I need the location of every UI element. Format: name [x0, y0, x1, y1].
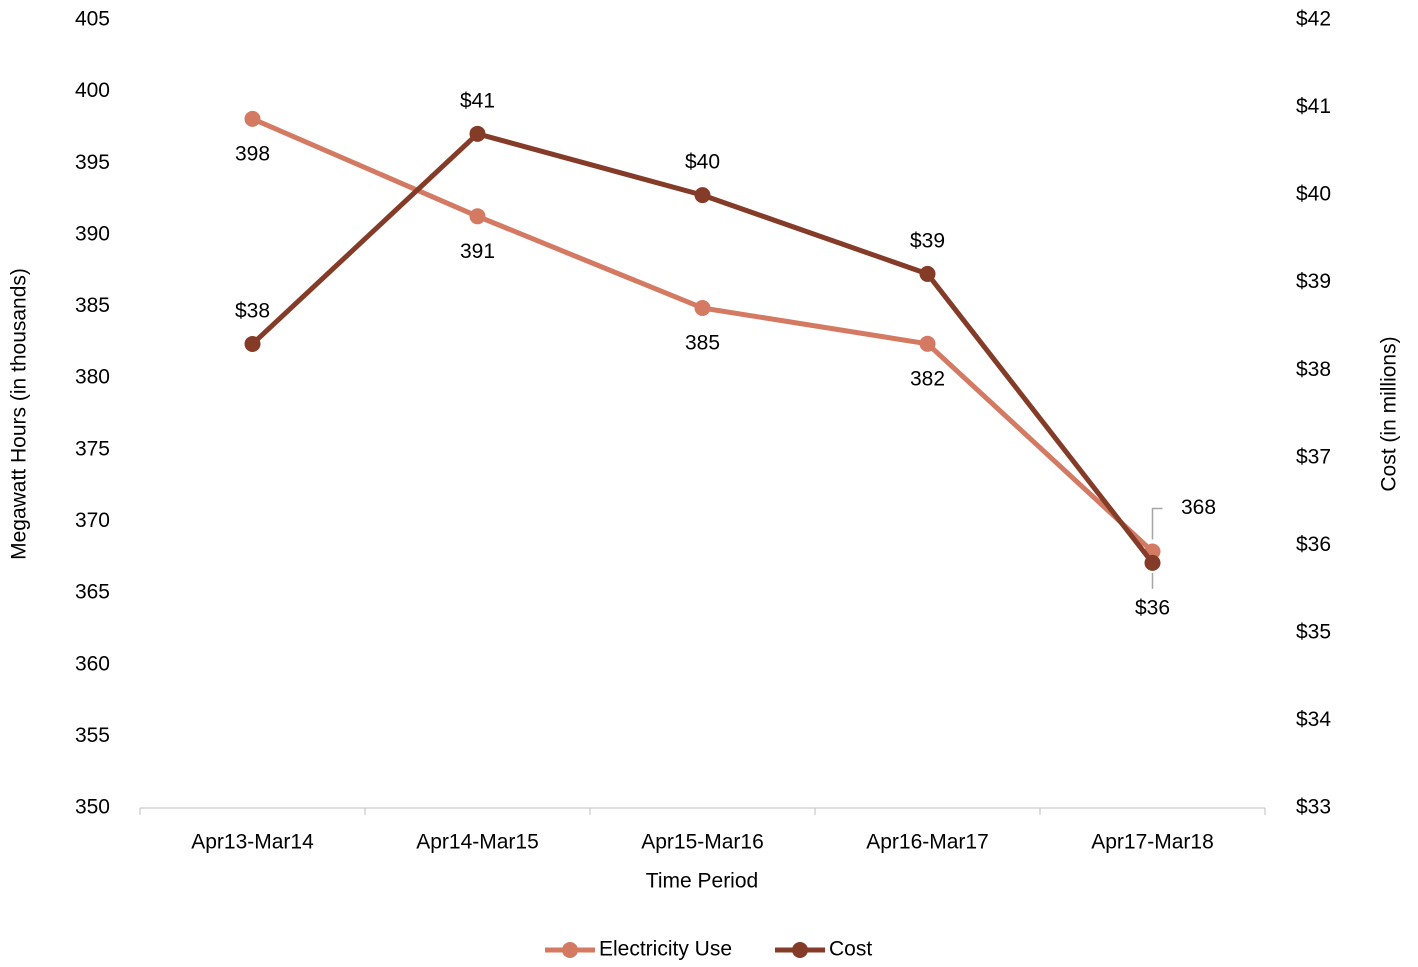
y2-axis-title: Cost (in millions)	[1378, 336, 1401, 491]
y2-tick-label: $38	[1296, 358, 1331, 381]
data-label: 368	[1181, 496, 1216, 519]
y-tick-label: 355	[75, 724, 110, 747]
y-tick-label: 405	[75, 8, 110, 31]
series-point	[694, 299, 711, 316]
x-tick-label: Apr17-Mar18	[1091, 831, 1214, 854]
data-label: $36	[1135, 596, 1170, 619]
series-point	[469, 125, 486, 142]
y-tick-label: 360	[75, 652, 110, 675]
y2-tick-label: $37	[1296, 445, 1331, 468]
legend-label: Cost	[829, 938, 872, 961]
data-label: $40	[685, 151, 720, 174]
data-label: $41	[460, 89, 495, 112]
series-point	[919, 265, 936, 282]
y2-tick-label: $41	[1296, 95, 1331, 118]
series-point	[244, 110, 261, 127]
y2-tick-label: $36	[1296, 533, 1331, 556]
series-point	[1144, 554, 1161, 571]
y-tick-label: 350	[75, 796, 110, 819]
y2-tick-label: $40	[1296, 183, 1331, 206]
data-label: 385	[685, 332, 720, 355]
series-point	[469, 208, 486, 225]
y-tick-label: 395	[75, 151, 110, 174]
x-tick-label: Apr14-Mar15	[416, 831, 539, 854]
data-label: 398	[235, 142, 270, 165]
y-tick-label: 365	[75, 581, 110, 604]
y2-tick-label: $42	[1296, 8, 1331, 31]
y-tick-label: 385	[75, 294, 110, 317]
y2-tick-label: $35	[1296, 620, 1331, 643]
leader-line	[1151, 507, 1163, 540]
y-tick-label: 370	[75, 509, 110, 532]
y2-tick-label: $34	[1296, 708, 1331, 731]
series-point	[694, 187, 711, 204]
y-tick-label: 390	[75, 222, 110, 245]
legend-marker	[562, 942, 578, 958]
legend-marker	[792, 942, 808, 958]
x-tick-label: Apr13-Mar14	[191, 831, 314, 854]
y-axis-title: Megawatt Hours (in thousands)	[8, 268, 31, 560]
series-point	[919, 335, 936, 352]
x-tick-label: Apr15-Mar16	[641, 831, 764, 854]
y2-tick-label: $39	[1296, 270, 1331, 293]
y-tick-label: 400	[75, 79, 110, 102]
y-tick-label: 375	[75, 437, 110, 460]
data-label: $38	[235, 300, 270, 323]
y2-tick-label: $33	[1296, 796, 1331, 819]
x-axis-title: Time Period	[646, 870, 758, 893]
data-label: 382	[910, 367, 945, 390]
data-label: $39	[910, 229, 945, 252]
data-label: 391	[460, 240, 495, 263]
series-point	[244, 335, 261, 352]
legend-label: Electricity Use	[599, 938, 732, 961]
x-tick-label: Apr16-Mar17	[866, 831, 989, 854]
y-tick-label: 380	[75, 366, 110, 389]
